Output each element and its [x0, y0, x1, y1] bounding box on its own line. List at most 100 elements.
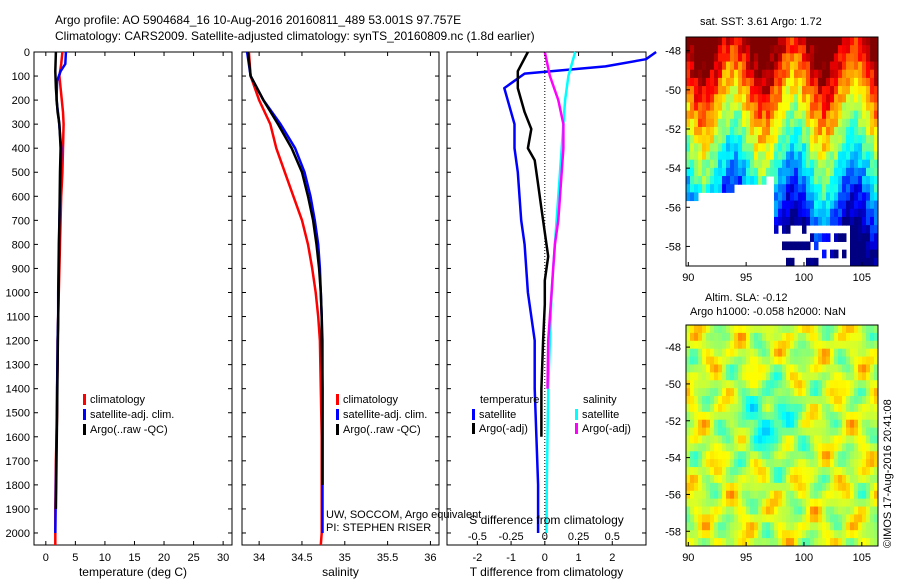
map-cell: [718, 474, 723, 484]
plot-title: Argo profile: AO 5904684_16 10-Aug-2016 …: [55, 13, 462, 27]
map-cell: [814, 467, 819, 476]
map-cell: [750, 151, 755, 161]
map-cell: [782, 241, 787, 251]
map-cell: [782, 372, 787, 381]
map-cell: [766, 86, 771, 95]
map-cell: [814, 380, 819, 389]
map-cell: [818, 200, 823, 210]
map-cell: [714, 94, 719, 103]
map-cell: [802, 435, 807, 444]
map-cell: [870, 490, 875, 500]
map-cell: [750, 388, 755, 397]
footer-institution: UW, SOCCOM, Argo equivalent: [326, 509, 482, 521]
map-cell: [826, 325, 831, 334]
map-cell: [834, 530, 839, 539]
map-cell: [738, 176, 743, 185]
map-cell: [818, 233, 823, 242]
map-cell: [818, 538, 823, 547]
map-cell: [834, 216, 839, 226]
map-cell: [718, 53, 723, 63]
map-cell: [866, 225, 871, 234]
map-cell: [714, 61, 719, 71]
map-cell: [862, 396, 867, 405]
map-cell: [706, 37, 711, 46]
map-cell: [734, 482, 739, 492]
map-cell: [746, 176, 751, 185]
map-cell: [790, 110, 795, 120]
map-cell: [850, 37, 855, 46]
map-cell: [694, 53, 699, 63]
map-cell: [846, 419, 851, 429]
map-cell: [702, 86, 707, 95]
map-cell: [782, 225, 787, 234]
map-cell: [706, 325, 711, 334]
legend-header: temperature: [480, 394, 539, 406]
map-cell: [854, 364, 859, 373]
map-cell: [758, 482, 763, 492]
depth-tick-label: 1100: [6, 312, 30, 324]
map-cell: [766, 364, 771, 373]
map-cell: [862, 506, 867, 515]
map-cell: [862, 467, 867, 476]
map-cell: [786, 151, 791, 161]
legend-swatch: [83, 394, 86, 405]
map-cell: [818, 396, 823, 405]
map-cell: [782, 514, 787, 523]
map-cell: [846, 482, 851, 492]
map-cell: [766, 427, 771, 436]
map-cell: [742, 490, 747, 500]
map-cell: [794, 45, 799, 54]
map-cell: [718, 419, 723, 429]
map-cell: [834, 451, 839, 460]
map-cell: [698, 372, 703, 381]
map-cell: [722, 356, 727, 365]
map-cell: [706, 143, 711, 152]
map-cell: [794, 514, 799, 523]
map-cell: [734, 151, 739, 161]
map-cell: [798, 435, 803, 444]
map-cell: [862, 216, 867, 226]
map-y-tick-label: -48: [665, 342, 681, 354]
map-cell: [714, 451, 719, 460]
map-cell: [814, 348, 819, 358]
map-cell: [806, 241, 811, 251]
map-cell: [818, 53, 823, 63]
map-cell: [838, 325, 843, 334]
map-cell: [866, 522, 871, 531]
map-cell: [822, 348, 827, 358]
map-cell: [850, 86, 855, 95]
map-cell: [726, 506, 731, 515]
map-cell: [842, 396, 847, 405]
map-cell: [818, 167, 823, 177]
map-cell: [830, 184, 835, 193]
map-cell: [770, 126, 775, 136]
map-cell: [730, 380, 735, 389]
map-cell: [750, 459, 755, 468]
map-cell: [774, 498, 779, 508]
map-cell: [746, 102, 751, 112]
map-cell: [690, 411, 695, 421]
map-cell: [802, 403, 807, 413]
map-cell: [818, 332, 823, 342]
map-cell: [734, 474, 739, 484]
map-cell: [858, 459, 863, 468]
map-cell: [798, 482, 803, 492]
map-cell: [866, 257, 871, 267]
map-cell: [734, 176, 739, 185]
map-cell: [830, 451, 835, 460]
map-cell: [766, 419, 771, 429]
map-cell: [858, 348, 863, 358]
map-cell: [790, 403, 795, 413]
map-cell: [818, 69, 823, 79]
map-cell: [710, 356, 715, 365]
map-cell: [734, 126, 739, 136]
map-cell: [774, 482, 779, 492]
map-cell: [826, 482, 831, 492]
map-cell: [706, 435, 711, 444]
map-cell: [746, 332, 751, 342]
map-cell: [738, 167, 743, 177]
map-cell: [842, 216, 847, 226]
map-cell: [870, 37, 875, 46]
map-cell: [858, 77, 863, 87]
map-cell: [862, 522, 867, 531]
